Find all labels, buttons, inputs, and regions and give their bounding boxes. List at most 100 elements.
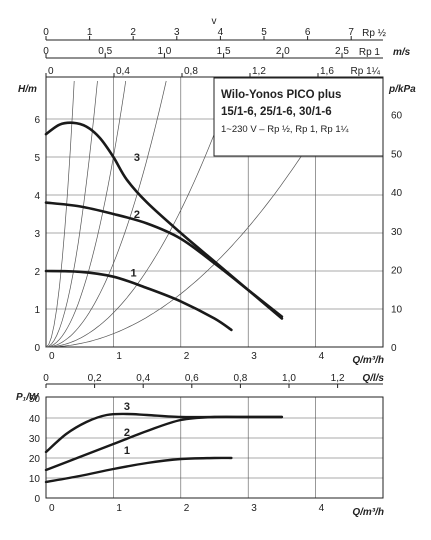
scale-rp-1-tick-label: 2,0 — [276, 46, 290, 57]
power-y-tick-label: 20 — [29, 454, 41, 465]
system-curves — [45, 80, 348, 348]
flow-ls-tick-label: 0 — [43, 373, 49, 384]
head-x-axis-label: Q/m³/h — [352, 355, 384, 366]
scale-rp-half-tick-label: 2 — [130, 27, 136, 38]
title-line-2: 15/1-6, 25/1-6, 30/1-6 — [221, 106, 332, 118]
flow-ls-ticks: 0 0,2 0,4 0,6 0,8 1,0 1,2 — [43, 373, 345, 388]
title-line-1: Wilo-Yonos PICO plus — [221, 89, 341, 101]
head-y-tick-label: 1 — [34, 305, 40, 316]
head-x-tick-label: 1 — [116, 351, 122, 362]
scale-rp-1-tick-label: 1,0 — [157, 46, 171, 57]
head-chart-frame — [45, 76, 384, 348]
power-y-tick-label: 50 — [29, 394, 41, 405]
scale-rp-half-unit: v — [212, 16, 217, 27]
head-x-tick-label: 3 — [251, 351, 257, 362]
scale-rp-half-tick-label: 3 — [174, 27, 180, 38]
scale-rp-1-unit: m/s — [393, 47, 411, 58]
scale-rp-half: v Rp ½ 0 1 2 3 4 5 6 7 — [43, 16, 387, 41]
head-y-tick-label: 2 — [34, 267, 40, 278]
head-x-tick-label: 0 — [49, 351, 55, 362]
power-curve-label-3: 3 — [124, 401, 130, 413]
head-curve-label-1: 1 — [131, 268, 137, 280]
scale-rp-1: m/s Rp 1 0 0,5 1,0 1,5 2,0 2,5 — [43, 46, 411, 59]
power-y-tick-label: 30 — [29, 434, 41, 445]
head-chart-grid — [46, 77, 383, 347]
power-chart-grid — [46, 397, 383, 498]
power-x-tick-label: 2 — [184, 503, 190, 514]
scale-rp-1-quarter-tick-label: 1,6 — [320, 66, 334, 77]
system-curve — [45, 80, 98, 348]
pressure-tick-label: 40 — [391, 188, 403, 199]
head-y-tick-label: 3 — [34, 229, 40, 240]
head-y-tick-label: 6 — [34, 115, 40, 126]
scale-rp-1-label: Rp 1 — [359, 47, 381, 58]
flow-ls-tick-label: 0,4 — [136, 373, 150, 384]
pressure-tick-label: 30 — [391, 227, 403, 238]
head-y-tick-label: 0 — [34, 343, 40, 354]
flow-ls-tick-label: 1,2 — [331, 373, 345, 384]
flow-ls-tick-label: 0,8 — [233, 373, 247, 384]
flow-ls-tick-label: 1,0 — [282, 373, 296, 384]
flow-ls-tick-label: 0,6 — [185, 373, 199, 384]
scale-rp-1-quarter: Rp 1¼ 0 0,4 0,8 1,2 1,6 — [45, 65, 383, 78]
system-curve — [45, 80, 75, 348]
scale-rp-half-label: Rp ½ — [362, 28, 387, 39]
head-axis-label: H/m — [18, 84, 37, 95]
title-line-3: 1~230 V – Rp ½, Rp 1, Rp 1¼ — [221, 124, 350, 135]
scale-rp-half-tick-label: 1 — [87, 27, 93, 38]
pressure-tick-label: 20 — [391, 266, 403, 277]
power-curve-label-2: 2 — [124, 427, 130, 439]
scale-rp-1-tick-label: 1,5 — [217, 46, 231, 57]
pressure-tick-label: 0 — [391, 343, 397, 354]
head-x-tick-label: 2 — [184, 351, 190, 362]
scale-rp-1-quarter-tick-label: 1,2 — [252, 66, 266, 77]
flow-ls-scale: Q/l/s — [46, 373, 384, 385]
system-curve — [45, 80, 167, 348]
power-x-tick-label: 4 — [319, 503, 325, 514]
pressure-tick-label: 60 — [391, 111, 403, 122]
pressure-axis-label: p/kPa — [388, 84, 416, 95]
scale-rp-1-tick-label: 0 — [43, 46, 49, 57]
power-x-tick-label: 3 — [251, 503, 257, 514]
power-axis-label: P₁/W — [16, 392, 40, 403]
scale-rp-half-tick-label: 0 — [43, 27, 49, 38]
scale-rp-half-tick-label: 6 — [305, 27, 311, 38]
power-x-tick-label: 0 — [49, 503, 55, 514]
scale-rp-1-quarter-tick-label: 0,8 — [184, 66, 198, 77]
power-curve-label-1: 1 — [124, 445, 130, 457]
scale-rp-half-tick-label: 4 — [218, 27, 224, 38]
head-y-tick-label: 5 — [34, 153, 40, 164]
head-curve-label-3: 3 — [134, 152, 140, 164]
system-curve — [45, 80, 235, 348]
power-curve-1 — [44, 456, 233, 484]
scale-rp-1-quarter-label: Rp 1¼ — [351, 65, 381, 77]
scale-rp-1-tick-label: 2,5 — [335, 46, 349, 57]
head-curves: 1 2 3 — [44, 121, 284, 332]
head-curve-1 — [44, 269, 233, 332]
title-box: Wilo-Yonos PICO plus 15/1-6, 25/1-6, 30/… — [213, 77, 384, 157]
power-y-tick-label: 0 — [34, 494, 40, 505]
system-curve — [46, 80, 348, 348]
power-y-tick-label: 10 — [29, 474, 41, 485]
scale-rp-half-tick-label: 5 — [261, 27, 267, 38]
head-curve-3 — [44, 121, 284, 320]
scale-rp-half-tick-label: 7 — [348, 27, 354, 38]
flow-ls-axis-label: Q/l/s — [362, 373, 384, 384]
scale-rp-1-tick-label: 0,5 — [98, 46, 112, 57]
power-x-axis-label: Q/m³/h — [352, 507, 384, 518]
power-x-tick-label: 1 — [116, 503, 122, 514]
power-curves: 1 2 3 — [44, 401, 284, 484]
power-curve-3 — [44, 412, 284, 454]
power-y-tick-label: 40 — [29, 414, 41, 425]
head-x-tick-label: 4 — [319, 351, 325, 362]
head-y-tick-label: 4 — [34, 191, 40, 202]
pressure-tick-label: 10 — [391, 304, 403, 315]
power-chart-frame — [45, 396, 384, 499]
scale-rp-1-quarter-tick-label: 0 — [48, 66, 54, 77]
pressure-tick-label: 50 — [391, 149, 403, 160]
scale-rp-1-quarter-tick-label: 0,4 — [116, 66, 130, 77]
flow-ls-tick-label: 0,2 — [88, 373, 102, 384]
